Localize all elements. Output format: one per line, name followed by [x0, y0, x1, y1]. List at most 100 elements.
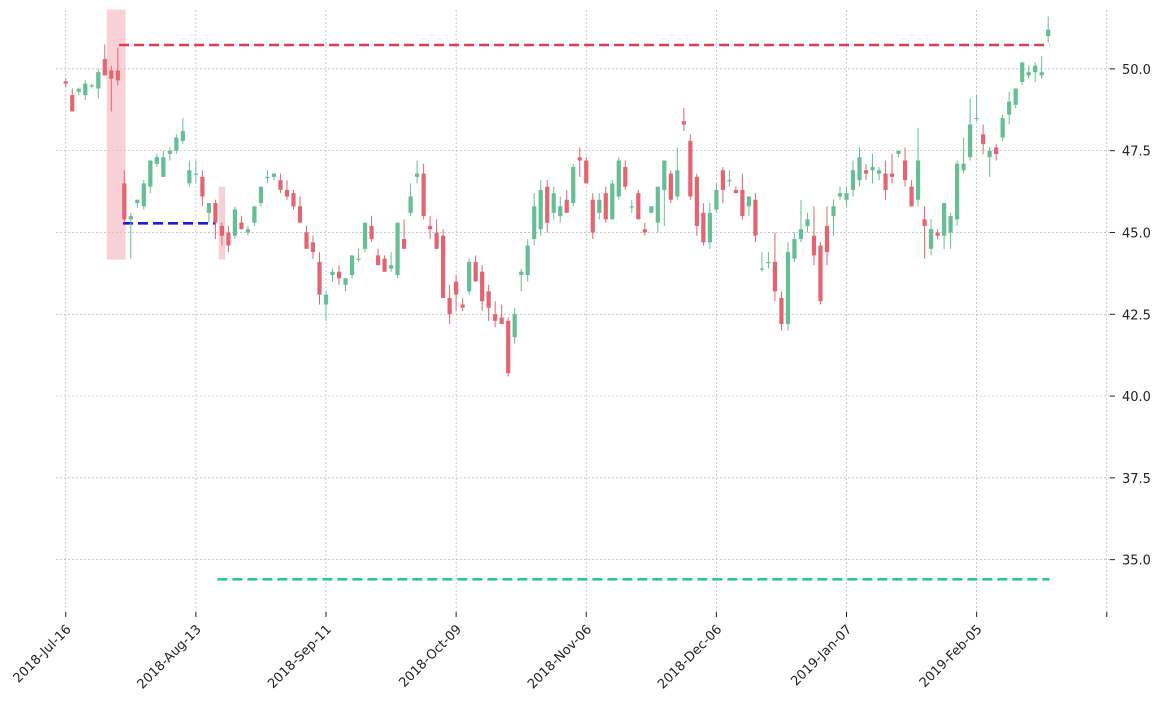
candle-body: [375, 255, 381, 266]
x-tick-label: 2018-Aug-13: [135, 622, 205, 692]
candle-body: [330, 271, 335, 276]
candle-body: [551, 193, 556, 213]
candle-body: [694, 176, 699, 226]
candle-body: [597, 199, 602, 213]
candle-body: [844, 193, 849, 200]
candle-body: [1020, 62, 1025, 82]
candle-body: [200, 176, 205, 197]
candle-body: [226, 232, 231, 246]
candle-body: [258, 186, 264, 204]
candle-body: [655, 186, 660, 223]
candle-body: [297, 206, 303, 223]
candle-body: [863, 170, 869, 174]
candle-body: [122, 183, 127, 220]
candle-body: [499, 317, 504, 325]
candle-body: [590, 199, 595, 233]
candle-body: [798, 229, 804, 240]
x-tick-label: 2018-Nov-06: [525, 622, 595, 692]
candle-body: [610, 183, 615, 220]
candle-body: [792, 239, 797, 259]
candle-body: [759, 268, 765, 270]
candle-body: [720, 170, 725, 190]
x-tick-label: 2018-Jul-16: [11, 622, 75, 686]
candle-body: [349, 255, 355, 276]
candle-body: [96, 72, 101, 89]
candle-body: [174, 137, 179, 151]
candle-body: [623, 167, 628, 187]
candle-body: [148, 160, 153, 187]
candle-body: [336, 271, 342, 279]
candle-body: [902, 160, 908, 181]
candle-body: [733, 189, 738, 194]
candle-body: [961, 163, 966, 171]
grid-lines: [56, 10, 1110, 612]
candle-body: [362, 222, 368, 249]
candle-body: [278, 180, 283, 190]
candle-body: [558, 206, 563, 217]
candle-body: [180, 131, 185, 141]
candle-body: [532, 206, 537, 240]
x-tick-label: 2018-Sep-11: [265, 622, 335, 692]
candle-body: [746, 196, 752, 207]
candle-body: [161, 157, 166, 177]
candle-body: [1046, 29, 1051, 37]
candle-body: [395, 222, 400, 276]
y-tick-label: 47.5: [1122, 145, 1151, 160]
y-tick-label: 45.0: [1122, 226, 1151, 241]
candle-body: [239, 222, 244, 230]
candle-body: [115, 70, 120, 81]
candle-body: [291, 193, 296, 207]
candle-body: [941, 203, 947, 236]
candle-body: [388, 265, 394, 269]
candle-body: [141, 183, 146, 207]
candle-body: [245, 229, 251, 233]
candle-body: [870, 167, 875, 171]
candle-body: [232, 209, 238, 236]
candle-body: [603, 193, 608, 220]
candle-body: [428, 225, 433, 230]
candle-body: [857, 157, 862, 181]
candle-body: [70, 95, 75, 112]
candle-body: [219, 225, 225, 236]
candle-body: [187, 170, 192, 184]
candle-body: [1007, 101, 1012, 115]
candle-body: [369, 225, 374, 240]
candle-body: [584, 160, 589, 184]
candle-body: [414, 173, 420, 177]
candle-body: [805, 219, 810, 226]
x-tick-label: 2018-Oct-09: [396, 622, 464, 690]
candle-body: [889, 173, 895, 177]
candle-body: [740, 189, 745, 217]
candle-body: [480, 271, 485, 302]
candle-body: [629, 206, 634, 208]
x-tick-label: 2019-Jan-07: [788, 622, 855, 689]
candle-body: [1013, 88, 1018, 105]
candle-body: [356, 258, 361, 260]
candle-body: [688, 140, 693, 197]
candle-body: [473, 261, 478, 282]
candle-body: [642, 229, 647, 233]
candle-body: [102, 59, 107, 76]
candle-body: [766, 261, 771, 264]
candle-body: [675, 170, 680, 197]
candle-body: [83, 83, 88, 96]
highlight-zone: [106, 9, 126, 260]
candle-body: [968, 124, 973, 158]
candle-body: [76, 88, 81, 92]
candle-body: [519, 271, 524, 276]
candle-body: [109, 70, 114, 79]
candle-body: [649, 206, 654, 213]
candle-body: [545, 186, 550, 223]
x-tick-label: 2019-Feb-05: [917, 622, 986, 691]
candle-body: [811, 235, 817, 256]
candle-body: [662, 160, 667, 190]
x-tick-label: 2018-Dec-06: [655, 622, 725, 692]
candle-body: [681, 121, 686, 125]
candle-body: [753, 199, 758, 236]
y-tick-label: 50.0: [1122, 63, 1151, 78]
candle-body: [1026, 72, 1031, 76]
candle-body: [506, 320, 511, 374]
candle-body: [441, 235, 446, 298]
candle-body: [714, 189, 719, 210]
